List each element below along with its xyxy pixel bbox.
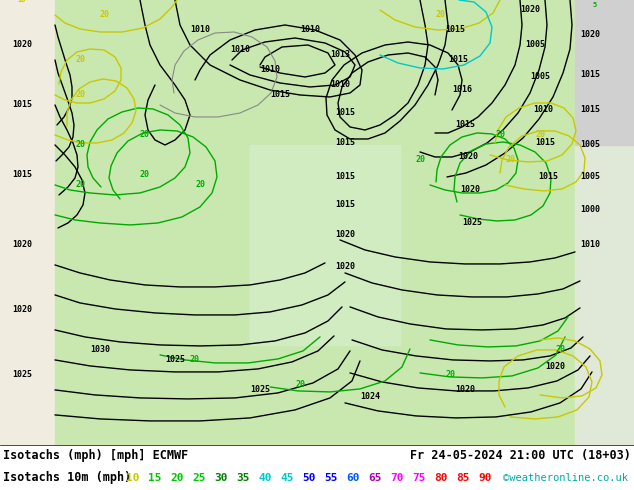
- Text: 10: 10: [18, 0, 26, 3]
- Text: 20: 20: [555, 345, 565, 354]
- Text: 1015: 1015: [580, 105, 600, 115]
- Text: 1016: 1016: [452, 85, 472, 95]
- Text: 20: 20: [75, 180, 85, 190]
- FancyBboxPatch shape: [55, 0, 575, 445]
- Text: 1015: 1015: [580, 71, 600, 79]
- Text: 20: 20: [415, 155, 425, 165]
- Text: 5: 5: [593, 2, 597, 8]
- Text: Fr 24-05-2024 21:00 UTC (18+03): Fr 24-05-2024 21:00 UTC (18+03): [410, 449, 631, 463]
- Text: 1015: 1015: [335, 108, 355, 118]
- Text: 1015: 1015: [538, 172, 558, 181]
- Text: 1013: 1013: [330, 50, 350, 59]
- Text: 50: 50: [302, 473, 316, 483]
- Text: 20: 20: [295, 380, 305, 390]
- Text: 20: 20: [140, 171, 150, 179]
- Text: 55: 55: [324, 473, 338, 483]
- FancyBboxPatch shape: [0, 0, 55, 445]
- Text: 1025: 1025: [12, 370, 32, 379]
- Text: Isotachs 10m (mph): Isotachs 10m (mph): [3, 471, 131, 485]
- Text: 1005: 1005: [580, 172, 600, 181]
- Text: 20: 20: [505, 155, 515, 165]
- Text: 1015: 1015: [335, 139, 355, 147]
- Text: 1010: 1010: [533, 105, 553, 115]
- Text: 10: 10: [126, 473, 139, 483]
- Text: 1020: 1020: [580, 30, 600, 40]
- Text: 1025: 1025: [250, 386, 270, 394]
- Text: 1015: 1015: [535, 139, 555, 147]
- Text: 1015: 1015: [12, 100, 32, 109]
- Text: 1010: 1010: [230, 46, 250, 54]
- Text: 1015: 1015: [455, 121, 475, 129]
- Text: 1015: 1015: [445, 25, 465, 34]
- Text: 20: 20: [535, 130, 545, 140]
- FancyBboxPatch shape: [250, 145, 400, 345]
- Text: 1020: 1020: [458, 152, 478, 162]
- Text: 1015: 1015: [448, 55, 468, 65]
- Text: 1015: 1015: [335, 172, 355, 181]
- Text: 70: 70: [391, 473, 404, 483]
- Text: 1024: 1024: [360, 392, 380, 401]
- Text: 80: 80: [434, 473, 448, 483]
- Text: 1025: 1025: [165, 355, 185, 365]
- Text: 1005: 1005: [525, 41, 545, 49]
- Text: 1020: 1020: [335, 230, 355, 240]
- Text: 1010: 1010: [580, 241, 600, 249]
- FancyBboxPatch shape: [575, 0, 634, 445]
- Text: 1015: 1015: [335, 200, 355, 209]
- Text: 1030: 1030: [90, 345, 110, 354]
- Text: 20: 20: [75, 91, 85, 99]
- Text: 85: 85: [456, 473, 470, 483]
- Text: 20: 20: [75, 55, 85, 65]
- Text: 20: 20: [190, 355, 200, 365]
- Text: 20: 20: [445, 370, 455, 379]
- Text: 1015: 1015: [270, 91, 290, 99]
- Text: ©weatheronline.co.uk: ©weatheronline.co.uk: [503, 473, 628, 483]
- Text: Isotachs (mph) [mph] ECMWF: Isotachs (mph) [mph] ECMWF: [3, 449, 188, 463]
- Text: 1020: 1020: [12, 41, 32, 49]
- Text: 20: 20: [495, 130, 505, 140]
- Text: 20: 20: [435, 10, 445, 20]
- Text: 20: 20: [195, 180, 205, 190]
- Text: 1020: 1020: [12, 241, 32, 249]
- Text: 1010: 1010: [300, 25, 320, 34]
- Text: 1020: 1020: [460, 186, 480, 195]
- Text: 25: 25: [192, 473, 206, 483]
- Text: 90: 90: [478, 473, 492, 483]
- Text: 35: 35: [236, 473, 250, 483]
- Text: 1020: 1020: [12, 305, 32, 315]
- Text: 1020: 1020: [455, 386, 475, 394]
- Text: 75: 75: [412, 473, 426, 483]
- Text: 1005: 1005: [580, 141, 600, 149]
- Text: 15: 15: [148, 473, 162, 483]
- Text: 30: 30: [214, 473, 228, 483]
- Text: 1020: 1020: [520, 5, 540, 15]
- Text: 40: 40: [258, 473, 272, 483]
- Text: 1015: 1015: [12, 171, 32, 179]
- Text: 45: 45: [280, 473, 294, 483]
- Text: 65: 65: [368, 473, 382, 483]
- Text: 1025: 1025: [462, 219, 482, 227]
- Text: 1020: 1020: [335, 263, 355, 271]
- Text: 1010: 1010: [190, 25, 210, 34]
- Text: 20: 20: [140, 130, 150, 140]
- Text: 1000: 1000: [580, 205, 600, 215]
- Text: 1010: 1010: [330, 80, 350, 90]
- Text: 60: 60: [346, 473, 359, 483]
- Text: 20: 20: [75, 141, 85, 149]
- Text: 1020: 1020: [545, 363, 565, 371]
- Text: 20: 20: [171, 473, 184, 483]
- Text: 1010: 1010: [260, 66, 280, 74]
- Text: 1005: 1005: [530, 73, 550, 81]
- FancyBboxPatch shape: [575, 0, 634, 145]
- Text: 20: 20: [100, 10, 110, 20]
